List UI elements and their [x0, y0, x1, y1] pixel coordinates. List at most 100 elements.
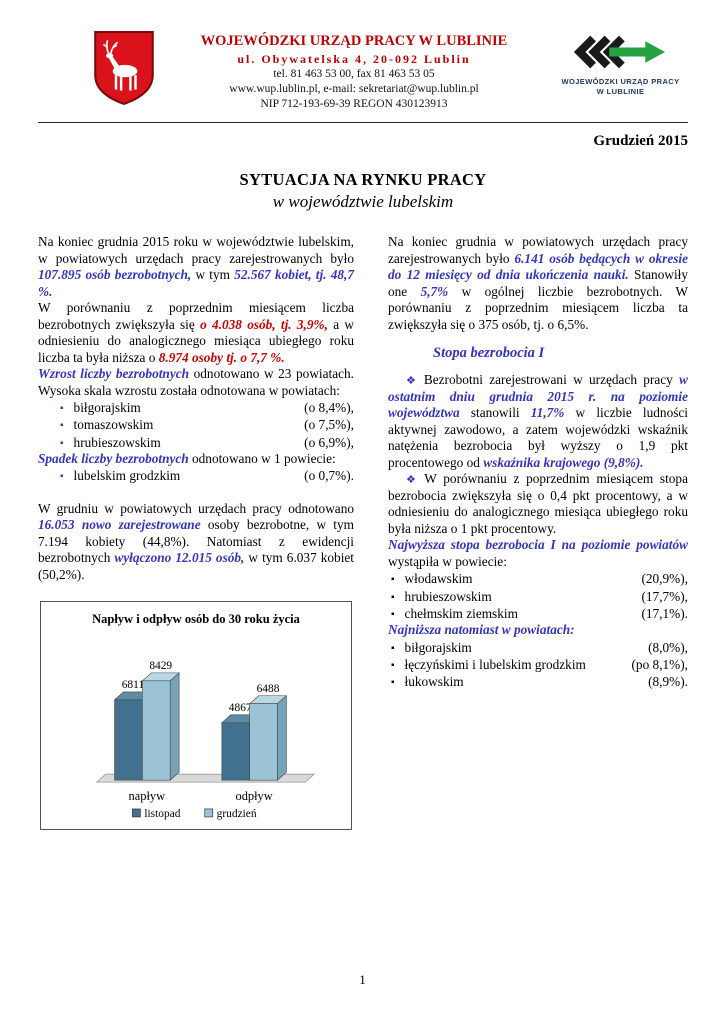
list-item-label: łukowskim [404, 674, 464, 690]
coat-of-arms-icon [94, 31, 154, 106]
square-bullet-icon: ▪ [391, 608, 395, 620]
list-item-label: chełmskim ziemskim [404, 605, 518, 621]
text-segment: stanowili [459, 405, 531, 421]
text-segment: wyłączono 12.015 osób, [114, 550, 245, 566]
wup-arrows-icon [573, 35, 665, 69]
bar-value-label: 8429 [149, 660, 172, 672]
list-item-value: (o 7,5%), [304, 417, 354, 433]
list-item-value: (17,7%), [641, 588, 688, 604]
list-item-value: (o 6,9%), [304, 434, 354, 450]
square-bullet-icon: ▪ [391, 574, 395, 586]
list-item-value: (po 8,1%), [631, 656, 689, 672]
section-heading-unemployment-rate: Stopa bezrobocia I [433, 345, 545, 362]
bar-side-face [277, 695, 287, 781]
left-column: Na koniec grudnia 2015 roku w województw… [38, 234, 354, 831]
square-bullet-icon: ▪ [60, 437, 64, 449]
paragraph-registered-total: Na koniec grudnia 2015 roku w województw… [38, 234, 354, 300]
text-segment: 11,7% [530, 405, 565, 421]
square-bullet-icon: ▪ [391, 677, 395, 689]
paragraph-lowest-intro: Najniższa natomiast w powiatach: [388, 622, 688, 638]
text-segment: 6.141 osób będących w okresie do 12 mies… [388, 250, 688, 283]
paragraph-decline-intro: Spadek liczby bezrobotnych odnotowano w … [38, 451, 354, 467]
wup-logo: WOJEWÓDZKI URZĄD PRACY W LUBLINIE [553, 30, 688, 97]
text-segment: Spadek liczby bezrobotnych [38, 450, 189, 466]
list-item: ▪ lubelskim grodzkim (o 0,7%). [38, 467, 354, 484]
report-subtitle: w województwie lubelskim [272, 192, 454, 212]
page-number: 1 [359, 972, 366, 987]
text-segment: 52.567 kobiet, tj. 48,7 %. [38, 267, 354, 299]
inflow-outflow-chart: Napływ i odpływ osób do 30 roku życia 68… [40, 601, 352, 831]
wup-logo-text-line2: W LUBLINIE [596, 87, 645, 97]
text-segment: w tym [191, 267, 235, 283]
list-item-value: (8,9%). [648, 674, 688, 690]
text-segment: Najniższa natomiast w powiatach: [388, 622, 575, 638]
bar [114, 699, 143, 781]
square-bullet-icon: ▪ [60, 420, 64, 432]
bar-chart-canvas: 6811 8429 napływ 4867 6488 odpływ listopad grud… [95, 660, 316, 820]
text-segment: 107.895 osób bezrobotnych, [38, 267, 192, 283]
list-item-value: (17,1%). [641, 605, 688, 621]
paragraph-graduates: Na koniec grudnia w powiatowych urzędach… [388, 234, 688, 333]
diamond-bullet-icon: ❖ [406, 474, 420, 487]
list-item-value: (20,9%), [641, 571, 688, 587]
report-date: Grudzień 2015 [593, 133, 688, 150]
text-segment: W grudniu w powiatowych urzędach pracy o… [38, 500, 354, 516]
list-item: ▪ biłgorajskim (o 8,4%), [38, 399, 354, 416]
bar [142, 680, 171, 781]
text-segment: 16.053 [38, 517, 75, 533]
text-segment: osoby bezrobotne, w tym 7.194 kobiety (4… [38, 517, 354, 566]
category-label: napływ [129, 789, 166, 803]
header-divider [38, 122, 688, 124]
report-title: SYTUACJA NA RYNKU PRACY [239, 170, 487, 190]
square-bullet-icon: ▪ [60, 471, 64, 483]
text-segment: w ostatnim dniu grudnia 2015 r. na pozio… [388, 372, 688, 421]
list-item: ▪ łęczyńskimi i lubelskim grodzkim (po 8… [388, 656, 688, 673]
two-column-body: Na koniec grudnia 2015 roku w województw… [38, 234, 688, 831]
square-bullet-icon: ▪ [391, 642, 395, 654]
text-segment: Na koniec grudnia w powiatowych urzędach… [388, 234, 688, 266]
bar [221, 722, 250, 781]
text-segment: w tym 6.037 kobiet (50,2%). [38, 550, 354, 582]
list-item: ▪ łukowskim (8,9%). [388, 673, 688, 690]
bar-side-face [169, 672, 180, 781]
list-item-label: łęczyńskimi i lubelskim grodzkim [404, 656, 586, 672]
text-segment: 8.974 osoby tj. o 7,7 %. [158, 349, 285, 365]
text-segment: o 4.038 osób, tj. 3,9%, [200, 316, 328, 332]
text-segment: wskaźnika krajowego (9,8%). [483, 454, 644, 470]
org-contact-block: WOJEWÓDZKI URZĄD PRACY W LUBLINIE ul. Ob… [155, 30, 553, 112]
text-segment: W porównaniu z poprzednim miesiącem stop… [388, 471, 688, 536]
paragraph-rate-voivodeship: ❖ Bezrobotni zarejestrowani w urzędach pr… [388, 372, 688, 471]
paragraph-growth-intro: Wzrost liczby bezrobotnych odnotowano w … [38, 366, 354, 399]
list-item-value: (8,0%), [648, 639, 688, 655]
list-item: ▪ włodawskim (20,9%), [388, 570, 688, 587]
title-block: SYTUACJA NA RYNKU PRACY w województwie l… [38, 170, 688, 212]
org-address: ul. Obywatelska 4, 20-092 Lublin [237, 51, 471, 66]
letterhead: WOJEWÓDZKI URZĄD PRACY W LUBLINIE ul. Ob… [38, 30, 688, 112]
text-segment: Wzrost liczby bezrobotnych [38, 366, 190, 382]
paragraph-registrations: W grudniu w powiatowych urzędach pracy o… [38, 501, 354, 583]
square-bullet-icon: ▪ [60, 403, 64, 415]
spacer [38, 485, 354, 501]
list-item-label: włodawskim [404, 571, 473, 587]
bar [249, 703, 278, 781]
diamond-bullet-icon: ❖ [406, 375, 419, 388]
paragraph-rate-change: ❖ W porównaniu z poprzednim miesiącem sto… [388, 471, 688, 537]
list-item-label: hrubieszowskim [404, 588, 492, 604]
list-item-label: tomaszowskim [73, 417, 154, 433]
text-segment: Stanowiły one [388, 267, 688, 299]
list-item: ▪ biłgorajskim (8,0%), [388, 639, 688, 656]
text-segment: odnotowano w 1 powiecie: [188, 450, 336, 466]
list-item-label: biłgorajskim [404, 639, 472, 655]
lublin-coat-of-arms [93, 30, 155, 111]
paragraph-month-change: W porównaniu z poprzednim miesiącem licz… [38, 300, 354, 366]
paragraph-text: W porównaniu z poprzednim miesiącem stop… [388, 471, 688, 536]
list-item-value: (o 8,4%), [304, 400, 354, 416]
text-segment: nowo zarejestrowane [81, 517, 201, 533]
text-segment: Najwyższa stopa bezrobocia I na poziomie… [388, 537, 688, 553]
text-segment: W porównaniu z poprzednim miesiącem licz… [38, 300, 354, 332]
bar-value-label: 4867 [229, 702, 252, 714]
list-item-label: biłgorajskim [73, 400, 141, 416]
list-item-value: (o 0,7%). [304, 468, 354, 484]
paragraph-text: Bezrobotni zarejestrowani w urzędach pra… [388, 372, 688, 470]
